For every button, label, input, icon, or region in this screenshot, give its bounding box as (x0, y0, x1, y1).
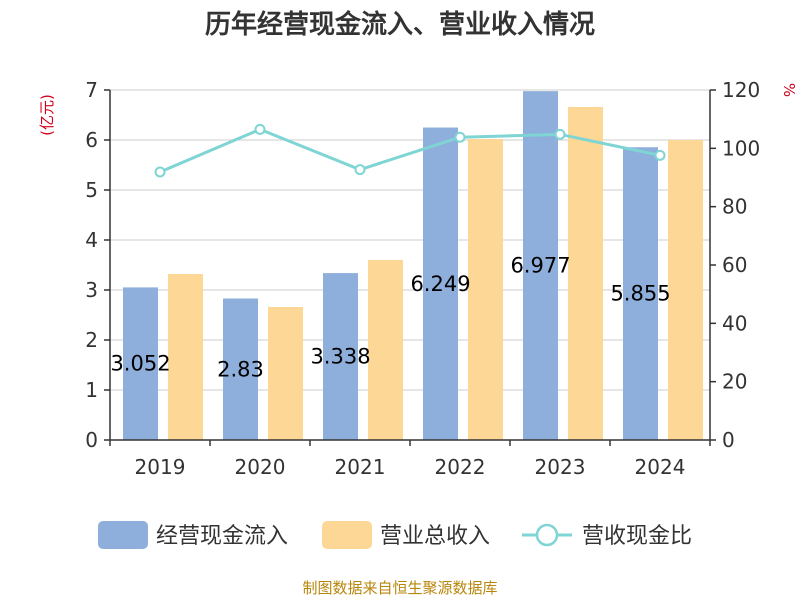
bar-cash-inflow-2019 (123, 287, 158, 440)
chart-title: 历年经营现金流入、营业收入情况 (205, 9, 595, 40)
data-label-2022: 6.249 (410, 272, 470, 296)
legend-label-1: 营业总收入 (380, 524, 490, 549)
right-tick-label-100: 100 (722, 136, 760, 160)
grid-lines (110, 89, 710, 441)
x-tick-label-2020: 2020 (235, 455, 286, 479)
x-tick-label-2021: 2021 (335, 455, 386, 479)
axes: 0 1 2 3 4 5 6 7 0 20 40 60 80 100 120 2019 2020 2021 2022 2… (85, 78, 760, 479)
ratio-point-2021 (354, 164, 366, 176)
ratio-point-2022 (454, 131, 466, 143)
bar-revenue-2022 (468, 139, 503, 440)
right-tick-label-40: 40 (722, 311, 747, 335)
legend-swatch-1 (322, 521, 372, 549)
data-labels: 3.052 2.83 3.338 6.249 6.977 5.855 (110, 254, 670, 382)
bar-cash-inflow-2024 (623, 147, 658, 440)
left-tick-label-3: 3 (85, 278, 98, 302)
right-axis-unit: % (780, 83, 798, 97)
ratio-line (159, 127, 661, 174)
bar-revenue-2021 (368, 260, 403, 440)
right-tick-label-120: 120 (722, 78, 760, 102)
data-label-2021: 3.338 (310, 345, 370, 369)
bar-series (123, 91, 703, 441)
right-tick-label-60: 60 (722, 253, 747, 277)
data-label-2019: 3.052 (110, 352, 170, 376)
ratio-point-2020 (254, 123, 266, 135)
legend-label-2: 营收现金比 (582, 524, 692, 549)
x-tick-label-2019: 2019 (135, 455, 186, 479)
left-tick-label-0: 0 (85, 428, 98, 452)
legend: 经营现金流入 营业总收入 营收现金比 (98, 521, 692, 549)
bar-cash-inflow-2021 (323, 273, 358, 440)
ratio-point-2023 (554, 128, 566, 140)
legend-marker-swatch (535, 523, 559, 547)
x-tick-label-2022: 2022 (435, 455, 486, 479)
bar-revenue-2020 (268, 307, 303, 440)
x-tick-label-2024: 2024 (635, 455, 686, 479)
bar-revenue-2023 (568, 107, 603, 440)
left-axis-unit: (亿元) (38, 94, 56, 136)
left-tick-label-2: 2 (85, 328, 98, 352)
right-tick-label-0: 0 (722, 428, 735, 452)
line-series (154, 123, 666, 178)
source-note: 制图数据来自恒生聚源数据库 (302, 579, 497, 597)
data-label-2020: 2.83 (217, 357, 264, 381)
right-tick-label-20: 20 (722, 370, 747, 394)
left-tick-label-4: 4 (85, 228, 98, 252)
bar-cash-inflow-2020 (223, 298, 258, 440)
left-tick-label-5: 5 (85, 178, 98, 202)
left-tick-label-1: 1 (85, 378, 98, 402)
data-label-2024: 5.855 (610, 282, 670, 306)
ratio-point-2019 (154, 166, 166, 178)
left-tick-label-6: 6 (85, 128, 98, 152)
data-label-2023: 6.977 (510, 254, 570, 278)
bar-revenue-2024 (668, 140, 703, 440)
bar-cash-inflow-2022 (423, 127, 458, 441)
x-tick-label-2023: 2023 (535, 455, 586, 479)
bar-cash-inflow-2023 (523, 91, 558, 441)
right-tick-label-80: 80 (722, 195, 747, 219)
legend-label-0: 经营现金流入 (156, 524, 288, 549)
legend-swatch-0 (98, 521, 148, 549)
ratio-point-2024 (654, 149, 666, 161)
left-tick-label-7: 7 (85, 78, 98, 102)
bar-revenue-2019 (168, 274, 203, 440)
